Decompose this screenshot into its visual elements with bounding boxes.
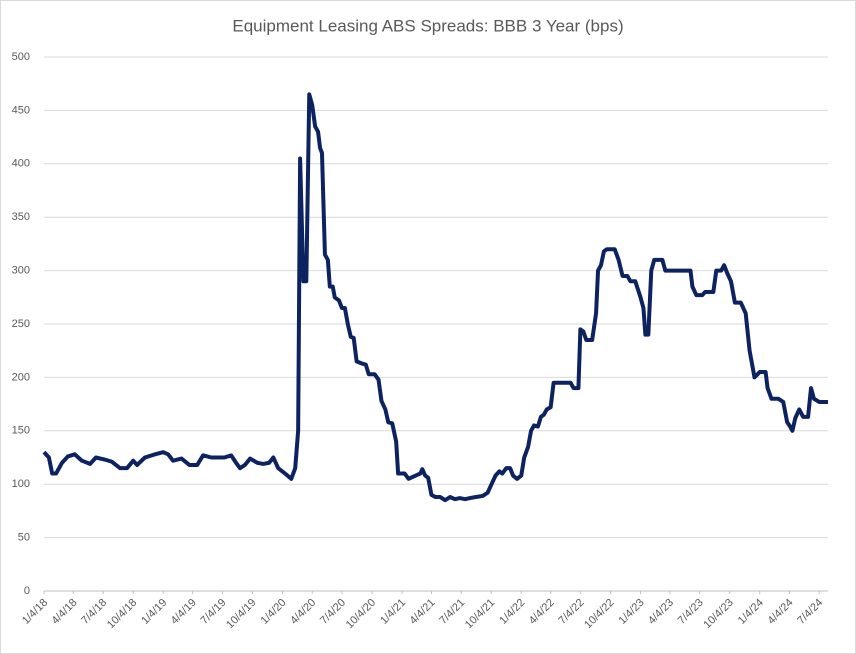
y-tick-label: 400 xyxy=(12,158,30,170)
y-tick-label: 300 xyxy=(12,265,30,277)
y-tick-label: 250 xyxy=(12,318,30,330)
y-tick-label: 350 xyxy=(12,211,30,223)
chart-title: Equipment Leasing ABS Spreads: BBB 3 Yea… xyxy=(232,16,623,35)
data-line xyxy=(42,92,828,503)
y-tick-label: 150 xyxy=(12,425,30,437)
y-tick-label: 200 xyxy=(12,371,30,383)
y-tick-label: 50 xyxy=(18,532,30,544)
y-tick-label: 500 xyxy=(12,51,30,63)
y-tick-label: 0 xyxy=(24,585,30,597)
y-tick-label: 450 xyxy=(12,104,30,116)
y-tick-label: 100 xyxy=(12,478,30,490)
